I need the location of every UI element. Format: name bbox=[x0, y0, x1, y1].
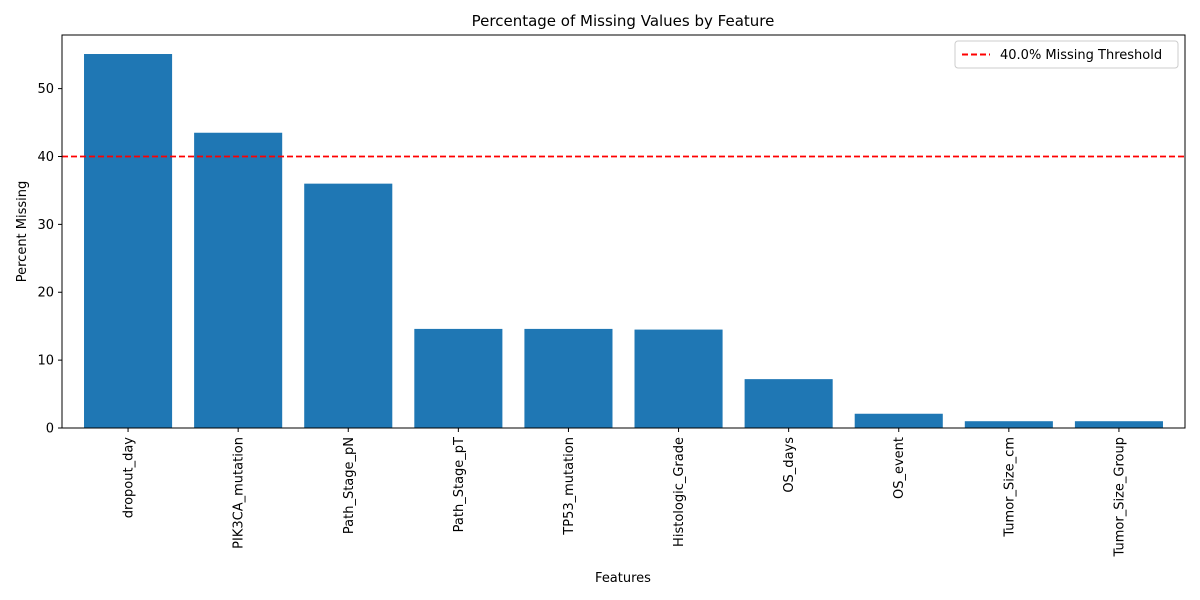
bar-Path_Stage_pN bbox=[304, 183, 393, 428]
x-ticks-layer: dropout_day PIK3CA_mutation Path_Stage_pN P… bbox=[122, 428, 1127, 557]
x-tick-label-Tumor_Size_cm: Tumor_Size_cm bbox=[1002, 437, 1017, 538]
y-tick-label: 0 bbox=[46, 422, 54, 437]
bars-layer bbox=[84, 54, 1163, 428]
bar-TP53_mutation bbox=[524, 328, 613, 428]
x-tick-label-PIK3CA_mutation: PIK3CA_mutation bbox=[232, 437, 247, 549]
legend-box bbox=[954, 40, 1179, 69]
x-tick-label-OS_event: OS_event bbox=[892, 437, 907, 499]
bar-Path_Stage_pT bbox=[414, 328, 503, 428]
chart-title: Percentage of Missing Values by Feature bbox=[472, 12, 775, 30]
legend-threshold-label: 40.0% Missing Threshold bbox=[1000, 48, 1162, 63]
bar-OS_days bbox=[744, 379, 833, 428]
x-tick-label-TP53_mutation: TP53_mutation bbox=[562, 437, 577, 536]
x-tick-label-Path_Stage_pN: Path_Stage_pN bbox=[342, 437, 357, 534]
bar-Tumor_Size_Group bbox=[1074, 421, 1163, 428]
axes-layer bbox=[61, 34, 1186, 429]
y-tick-label: 20 bbox=[37, 286, 54, 301]
y-axis-label: Percent Missing bbox=[15, 181, 30, 283]
bar-Tumor_Size_cm bbox=[964, 421, 1053, 428]
x-axis-label: Features bbox=[595, 571, 651, 586]
x-tick-label-Histologic_Grade: Histologic_Grade bbox=[672, 437, 687, 547]
legend: 40.0% Missing Threshold bbox=[954, 40, 1179, 69]
y-tick-label: 10 bbox=[37, 354, 54, 369]
x-tick-label-dropout_day: dropout_day bbox=[122, 437, 137, 519]
bar-Histologic_Grade bbox=[634, 329, 723, 428]
bar-dropout_day bbox=[84, 54, 173, 428]
bar-PIK3CA_mutation bbox=[194, 132, 283, 428]
x-tick-label-Path_Stage_pT: Path_Stage_pT bbox=[452, 437, 467, 532]
axes-frame bbox=[61, 34, 1186, 429]
y-tick-label: 50 bbox=[37, 82, 54, 97]
bar-OS_event bbox=[854, 413, 943, 428]
y-ticks-layer: 0 10 20 30 40 50 bbox=[37, 82, 62, 437]
x-tick-label-OS_days: OS_days bbox=[782, 437, 797, 493]
x-tick-label-Tumor_Size_Group: Tumor_Size_Group bbox=[1112, 437, 1127, 557]
y-tick-label: 40 bbox=[37, 150, 54, 165]
y-tick-label: 30 bbox=[37, 218, 54, 233]
